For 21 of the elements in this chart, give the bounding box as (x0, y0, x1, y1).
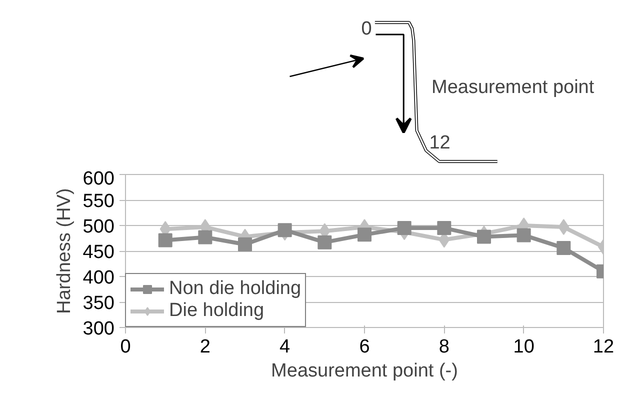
legend-label: Die holding (169, 300, 264, 322)
y-tick-label: 550 (82, 191, 114, 212)
y-tick-label: 400 (82, 268, 114, 288)
y-tick-label: 350 (82, 293, 114, 314)
x-tick-label: 6 (359, 336, 370, 358)
y-axis-title: Hardness (HV) (54, 188, 75, 314)
x-tick-label: 8 (438, 336, 450, 358)
legend-label: Non die holding (169, 278, 302, 300)
x-axis-title: Measurement point (-) (271, 360, 458, 382)
y-tick-label: 450 (82, 242, 114, 263)
y-tick-label: 600 (82, 168, 114, 190)
x-tick-label: 4 (280, 336, 291, 358)
x-tick-label: 12 (592, 336, 614, 358)
text: 12 (429, 132, 450, 154)
y-tick-label: 300 (82, 318, 114, 340)
x-tick-label: 0 (120, 336, 131, 358)
text: Measurement point (432, 77, 595, 98)
y-tick-label: 500 (82, 216, 114, 238)
x-tick-label: 10 (513, 336, 534, 358)
text: 0 (361, 18, 372, 40)
x-tick-label: 2 (200, 336, 210, 358)
